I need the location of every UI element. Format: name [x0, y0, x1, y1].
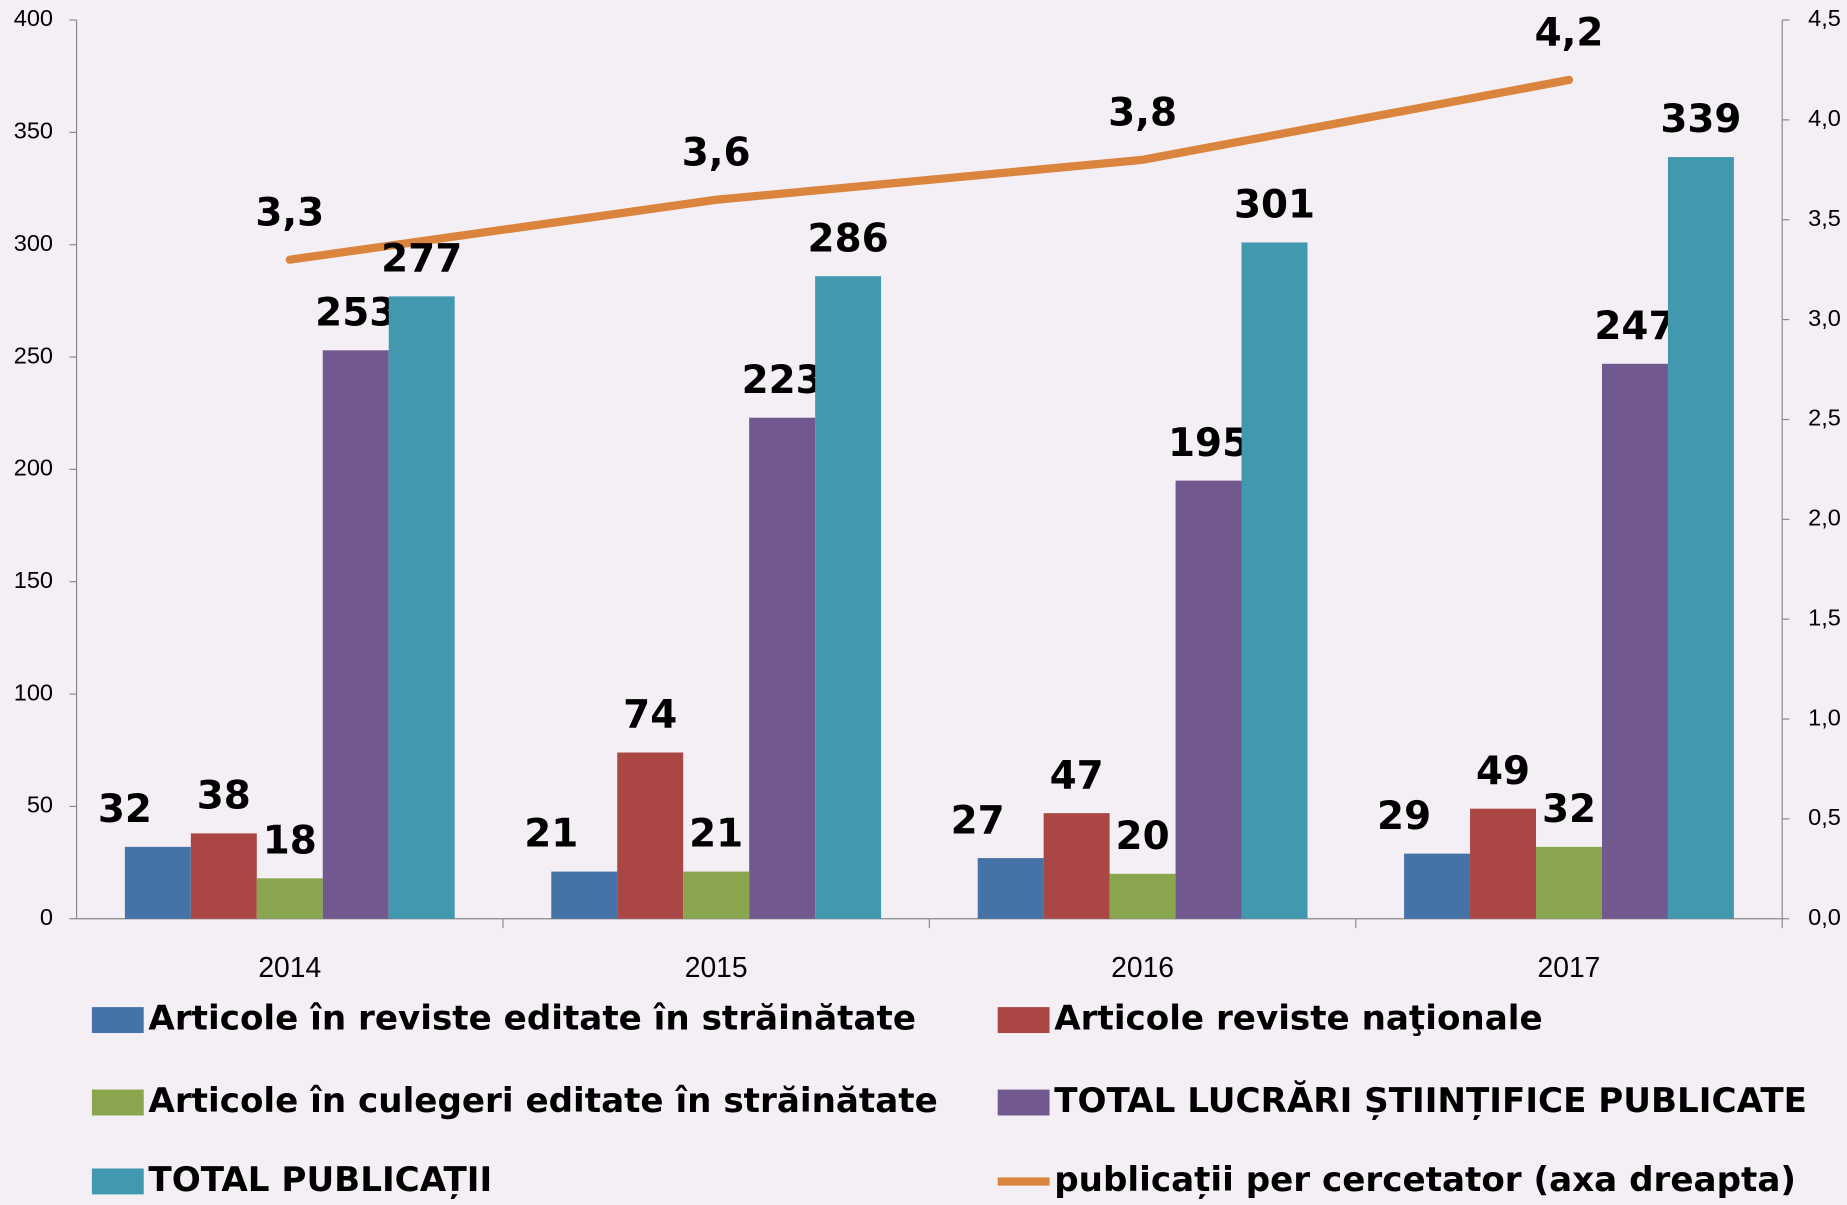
- y-tick-label: 350: [14, 118, 53, 144]
- value-label: 223: [742, 358, 823, 403]
- x-tick-label: 2017: [1538, 951, 1601, 983]
- value-label: 49: [1476, 749, 1530, 794]
- y2-tick-label: 3,5: [1808, 205, 1841, 231]
- bar: [1109, 873, 1176, 919]
- value-label: 247: [1594, 304, 1675, 349]
- bar: [1404, 853, 1471, 919]
- y2-tick-label: 4,5: [1808, 5, 1841, 31]
- value-label: 286: [808, 216, 889, 261]
- bar: [1470, 808, 1537, 919]
- y2-tick-label: 0,0: [1808, 904, 1841, 930]
- value-label: 277: [381, 237, 462, 282]
- y2-tick-label: 2,0: [1808, 505, 1841, 531]
- value-label: 29: [1377, 794, 1431, 839]
- y-tick-label: 100: [14, 679, 53, 705]
- value-label: 32: [98, 787, 152, 832]
- bar: [815, 276, 882, 919]
- y-tick-label: 50: [27, 792, 53, 818]
- value-label: 18: [263, 818, 317, 863]
- y2-tick-label: 1,0: [1808, 704, 1841, 730]
- bar: [1667, 157, 1734, 919]
- value-label: 27: [951, 798, 1005, 843]
- y2-tick-label: 1,5: [1808, 604, 1841, 630]
- value-label: 47: [1050, 753, 1104, 798]
- bar: [1175, 480, 1242, 919]
- bar: [1536, 846, 1602, 919]
- legend-label: Articole reviste naţionale: [1054, 999, 1542, 1039]
- legend-swatch: [91, 1089, 144, 1116]
- bar: [256, 878, 323, 919]
- value-label: 3,8: [1108, 91, 1177, 136]
- bar: [1043, 813, 1110, 919]
- y-tick-label: 400: [14, 5, 53, 31]
- y-tick-label: 300: [14, 230, 53, 256]
- x-tick-label: 2016: [1111, 951, 1174, 983]
- value-label: 4,2: [1535, 11, 1604, 56]
- value-label: 21: [689, 812, 743, 857]
- bar: [322, 350, 389, 919]
- bar: [977, 858, 1044, 919]
- value-label: 253: [315, 290, 396, 335]
- value-label: 301: [1234, 183, 1315, 228]
- legend-swatch: [91, 1007, 144, 1034]
- y-tick-label: 200: [14, 455, 53, 481]
- value-label: 32: [1542, 787, 1596, 832]
- value-label: 3,6: [682, 131, 751, 176]
- bar: [683, 871, 750, 919]
- legend-label: TOTAL LUCRĂRI ȘTIINȚIFICE PUBLICATE: [1054, 1080, 1807, 1121]
- value-label: 3,3: [255, 190, 324, 235]
- legend-swatch: [997, 1089, 1050, 1116]
- bar: [124, 846, 191, 919]
- y2-tick-label: 0,5: [1808, 804, 1841, 830]
- legend-label: Articole în reviste editate în străinăta…: [148, 999, 916, 1039]
- value-label: 38: [197, 774, 251, 819]
- y2-tick-label: 4,0: [1808, 105, 1841, 131]
- x-tick-label: 2014: [258, 951, 321, 983]
- bar: [617, 752, 684, 919]
- bar: [1601, 363, 1668, 919]
- y2-tick-label: 2,5: [1808, 405, 1841, 431]
- bar: [1241, 242, 1308, 919]
- value-label: 21: [524, 812, 578, 857]
- bar: [551, 871, 618, 919]
- legend-label: TOTAL PUBLICAȚII: [148, 1160, 492, 1200]
- bar: [749, 417, 816, 919]
- legend-swatch: [997, 1007, 1050, 1034]
- x-tick-label: 2015: [685, 951, 748, 983]
- value-label: 20: [1116, 814, 1170, 859]
- legend-label: Articole în culegeri editate în străinăt…: [148, 1081, 937, 1121]
- y2-tick-label: 3,0: [1808, 305, 1841, 331]
- bar: [190, 833, 257, 919]
- legend-swatch: [91, 1168, 144, 1195]
- legend-label: publicații per cercetator (axa dreapta): [1054, 1160, 1796, 1200]
- y-tick-label: 150: [14, 567, 53, 593]
- y-tick-label: 250: [14, 342, 53, 368]
- bar: [388, 296, 455, 919]
- y-tick-label: 0: [40, 904, 53, 930]
- value-label: 339: [1660, 97, 1741, 142]
- value-label: 195: [1168, 421, 1249, 466]
- line: [285, 75, 1574, 264]
- value-label: 74: [623, 693, 677, 738]
